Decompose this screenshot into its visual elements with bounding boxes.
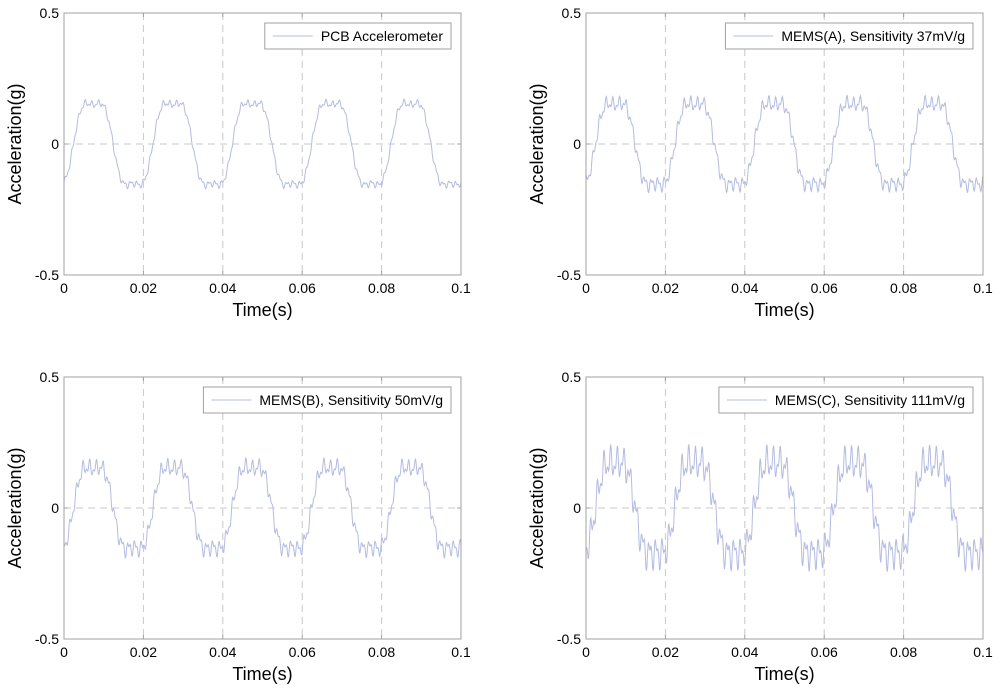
- x-axis-label: Time(s): [754, 664, 814, 684]
- series-line: [63, 98, 462, 190]
- legend: MEMS(B), Sensitivity 50mV/g: [202, 386, 452, 414]
- chart-panel-3: 0 0.02 0.04 0.06 0.08 0.1-0.500.5Time(s)Accel…: [5, 369, 471, 684]
- x-tick-label: 0.04: [731, 280, 758, 296]
- legend-label: MEMS(C), Sensitivity 111mV/g: [775, 392, 965, 408]
- x-tick-label: 0: [60, 644, 68, 660]
- chart-panel-1: 0 0.02 0.04 0.06 0.08 0.1-0.500.5Time(s)Accel…: [5, 5, 471, 320]
- x-tick-label: 0: [582, 280, 590, 296]
- y-tick-label: 0: [573, 136, 581, 152]
- chart-panel-2: 0 0.02 0.04 0.06 0.08 0.1-0.500.5Time(s)Accel…: [527, 5, 993, 320]
- y-tick-label: -0.5: [557, 267, 581, 283]
- x-tick-label: 0.06: [811, 644, 838, 660]
- x-tick-label: 0.1: [451, 280, 471, 296]
- legend-label: PCB Accelerometer: [321, 28, 443, 44]
- y-axis-label: Acceleration(g): [5, 83, 25, 204]
- x-tick-label: 0.08: [368, 644, 395, 660]
- y-tick-label: -0.5: [35, 631, 59, 647]
- series-line: [585, 94, 984, 194]
- x-tick-label: 0.02: [130, 280, 157, 296]
- y-tick-label: 0: [51, 500, 59, 516]
- x-tick-label: 0.04: [209, 644, 236, 660]
- x-tick-label: 0.1: [451, 644, 471, 660]
- y-axis-label: Acceleration(g): [527, 83, 547, 204]
- legend: MEMS(C), Sensitivity 111mV/g: [718, 386, 974, 414]
- y-tick-label: 0.5: [562, 369, 582, 385]
- x-tick-label: 0: [582, 644, 590, 660]
- x-tick-label: 0.06: [289, 280, 316, 296]
- y-tick-label: 0.5: [562, 5, 582, 21]
- x-tick-label: 0.08: [890, 644, 917, 660]
- chart-panel-4: 0 0.02 0.04 0.06 0.08 0.1-0.500.5Time(s)Accel…: [527, 369, 993, 684]
- y-tick-label: -0.5: [557, 631, 581, 647]
- legend-label: MEMS(B), Sensitivity 50mV/g: [259, 392, 443, 408]
- legend: PCB Accelerometer: [264, 22, 452, 50]
- series-line: [585, 444, 984, 572]
- x-axis-label: Time(s): [232, 664, 292, 684]
- y-tick-label: 0.5: [40, 5, 60, 21]
- legend: MEMS(A), Sensitivity 37mV/g: [724, 22, 974, 50]
- x-tick-label: 0.04: [731, 644, 758, 660]
- y-tick-label: 0: [573, 500, 581, 516]
- y-tick-label: 0: [51, 136, 59, 152]
- x-axis-label: Time(s): [754, 300, 814, 320]
- legend-label: MEMS(A), Sensitivity 37mV/g: [781, 28, 965, 44]
- x-tick-label: 0.02: [652, 280, 679, 296]
- x-tick-label: 0.06: [811, 280, 838, 296]
- y-axis-label: Acceleration(g): [5, 447, 25, 568]
- x-tick-label: 0.02: [130, 644, 157, 660]
- series-line: [63, 456, 462, 560]
- x-axis-label: Time(s): [232, 300, 292, 320]
- x-tick-label: 0.02: [652, 644, 679, 660]
- x-tick-label: 0.1: [973, 280, 993, 296]
- x-tick-label: 0.08: [368, 280, 395, 296]
- y-tick-label: 0.5: [40, 369, 60, 385]
- y-axis-label: Acceleration(g): [527, 447, 547, 568]
- x-tick-label: 0: [60, 280, 68, 296]
- x-tick-label: 0.04: [209, 280, 236, 296]
- x-tick-label: 0.1: [973, 644, 993, 660]
- y-tick-label: -0.5: [35, 267, 59, 283]
- x-tick-label: 0.08: [890, 280, 917, 296]
- x-tick-label: 0.06: [289, 644, 316, 660]
